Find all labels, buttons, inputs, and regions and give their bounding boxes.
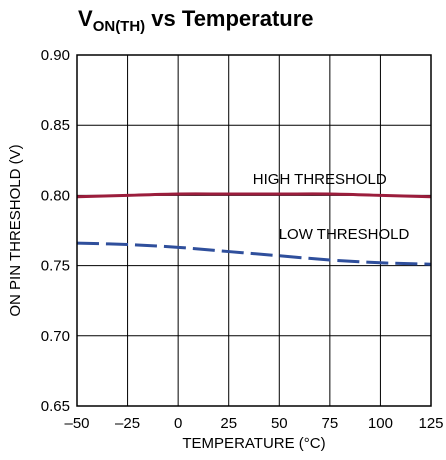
series-layer <box>76 192 432 266</box>
x-tick-label: 75 <box>322 415 339 432</box>
high-threshold-line <box>76 192 432 199</box>
x-tick-label: 125 <box>418 415 443 432</box>
y-axis-label: ON PIN THRESHOLD (V) <box>7 144 24 316</box>
x-tick-label: 0 <box>174 415 182 432</box>
y-tick-label: 0.90 <box>41 47 70 64</box>
y-tick-label: 0.75 <box>41 258 70 275</box>
plot-frame <box>76 54 432 407</box>
y-tick-label: 0.85 <box>41 117 70 134</box>
chart-title: VON(TH) vs Temperature <box>78 6 314 35</box>
y-tick-label: 0.70 <box>41 328 70 345</box>
y-tick-label: 0.80 <box>41 187 70 204</box>
low-threshold-line <box>76 241 432 266</box>
x-tick-label: 50 <box>271 415 288 432</box>
y-tick-labels: 0.65 0.70 0.75 0.80 0.85 0.90 <box>41 47 70 415</box>
x-tick-label: –25 <box>115 415 140 432</box>
series-annotation: HIGH THRESHOLD <box>253 171 387 188</box>
series-annotation: LOW THRESHOLD <box>279 226 410 243</box>
x-tick-label: 25 <box>220 415 237 432</box>
x-tick-label: –50 <box>64 415 89 432</box>
x-axis-label: TEMPERATURE (°C) <box>182 435 325 452</box>
annotation-layer: HIGH THRESHOLD LOW THRESHOLD <box>253 171 410 243</box>
x-tick-labels: –50 –25 0 25 50 75 100 125 <box>64 415 443 432</box>
y-tick-label: 0.65 <box>41 398 70 415</box>
x-tick-label: 100 <box>368 415 393 432</box>
